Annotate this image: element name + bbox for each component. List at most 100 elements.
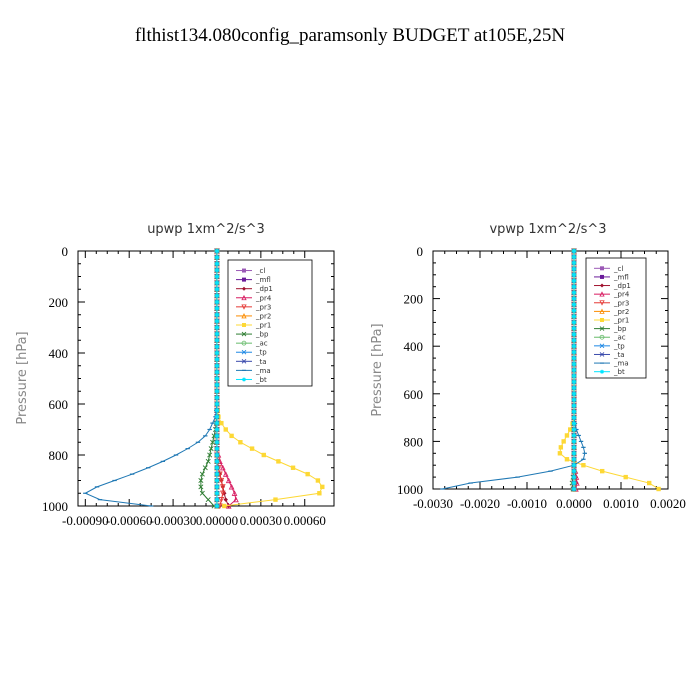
- data-point: [571, 463, 577, 468]
- data-point: [571, 344, 577, 349]
- data-point: [214, 312, 220, 317]
- data-point: [571, 308, 577, 313]
- legend-item: _pr4: [594, 291, 630, 299]
- legend-marker: [599, 352, 605, 357]
- data-point: [199, 471, 205, 477]
- x-tick-label: 0.0010: [603, 496, 639, 511]
- legend-item: _ta: [236, 358, 267, 366]
- legend-item: _pr2: [594, 308, 629, 316]
- legend: _cl_mfl_dp1_pr4_pr3_pr2_pr1_bp_ac_tp_ta_…: [585, 257, 647, 379]
- legend-label: _mfl: [613, 273, 629, 281]
- legend-item: _tp: [594, 342, 625, 350]
- data-point: [571, 272, 577, 277]
- data-point: [214, 280, 220, 286]
- data-point: [205, 458, 211, 464]
- legend-marker: [242, 377, 246, 382]
- data-point: [571, 457, 577, 462]
- legend-marker: [600, 369, 604, 374]
- legend-item: _pr2: [236, 312, 271, 320]
- data-point: [214, 248, 220, 254]
- x-tick-label: 0.00060: [284, 513, 326, 528]
- data-point: [207, 452, 213, 458]
- data-point: [214, 503, 220, 509]
- data-point: [571, 367, 577, 373]
- y-tick-label: 200: [49, 295, 69, 310]
- data-point: [571, 391, 577, 396]
- y-tick-label: 800: [49, 448, 69, 463]
- data-point: [214, 350, 220, 356]
- data-point: [656, 486, 661, 492]
- data-point: [647, 480, 652, 486]
- data-point: [214, 497, 220, 502]
- legend: _cl_mfl_dp1_pr4_pr3_pr2_pr1_bp_ac_tp_ta_…: [227, 259, 313, 387]
- y-tick-label: 400: [49, 346, 69, 361]
- legend-label: _tp: [255, 349, 267, 357]
- legend-marker: [241, 331, 247, 337]
- data-point: [571, 248, 577, 254]
- data-point: [571, 385, 577, 391]
- plot-area: -0.0030 -0.0020 -0.0010 0.0000 0.0010 0.0020 0…: [397, 244, 686, 511]
- x-tick-label: -0.00030: [150, 513, 197, 528]
- data-point: [581, 463, 586, 468]
- series_bt: [571, 248, 577, 492]
- series_bt: [214, 248, 220, 509]
- y-tick-label: 600: [49, 397, 69, 412]
- data-point: [229, 433, 234, 439]
- legend-marker: [241, 304, 247, 310]
- data-point: [571, 403, 577, 408]
- legend-label: _pr1: [255, 322, 271, 330]
- data-point: [561, 439, 566, 444]
- legend-item: _pr1: [594, 317, 629, 325]
- data-point: [214, 465, 220, 470]
- legend-item: _cl: [594, 265, 623, 273]
- data-point: [571, 355, 577, 361]
- data-point: [214, 484, 220, 490]
- legend-item: _pr3: [236, 303, 271, 311]
- data-point: [571, 409, 577, 414]
- data-point: [233, 496, 239, 503]
- legend-label: _ac: [255, 340, 268, 348]
- legend-label: _dp1: [613, 282, 631, 290]
- legend-marker: [599, 334, 605, 340]
- data-point: [214, 382, 220, 388]
- data-point: [571, 260, 577, 266]
- data-point: [571, 480, 577, 486]
- legend-marker: [599, 308, 605, 314]
- data-point: [214, 293, 220, 298]
- data-point: [214, 325, 220, 330]
- data-point: [571, 486, 577, 492]
- data-point: [228, 483, 235, 490]
- legend-label: _cl: [613, 265, 623, 273]
- legend-marker: [599, 326, 605, 331]
- data-point: [214, 306, 220, 311]
- data-point: [571, 338, 577, 343]
- data-point: [571, 361, 577, 367]
- x-tick-label: -0.0010: [507, 496, 547, 511]
- data-point: [205, 497, 211, 503]
- legend-label: _cl: [255, 267, 265, 275]
- data-point: [273, 497, 278, 502]
- panel-upwp: upwp 1xm^2/s^3 Pressure [hPa] -0.00090-0…: [15, 222, 335, 528]
- legend-label: _pr3: [255, 303, 271, 311]
- legend-label: _pr4: [613, 291, 630, 299]
- legend-item: _cl: [236, 267, 265, 275]
- data-point: [214, 471, 220, 477]
- legend-box: [585, 257, 647, 379]
- legend-item: _ta: [594, 351, 625, 359]
- legend-marker: [599, 300, 605, 306]
- data-point: [557, 451, 563, 456]
- data-point: [564, 433, 570, 438]
- data-point: [214, 459, 220, 464]
- data-point: [214, 414, 220, 419]
- legend-marker: [241, 294, 247, 301]
- y-tick-label: 600: [404, 387, 424, 402]
- data-point: [571, 349, 577, 355]
- data-point: [571, 397, 577, 402]
- data-point: [214, 440, 220, 445]
- legend-label: _pr2: [255, 312, 271, 320]
- data-point: [198, 484, 204, 490]
- data-point: [571, 379, 577, 385]
- legend-label: _ac: [613, 334, 626, 342]
- data-point: [218, 477, 225, 484]
